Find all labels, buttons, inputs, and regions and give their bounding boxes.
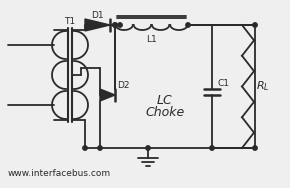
Circle shape [113,23,117,27]
Polygon shape [100,89,115,101]
Text: C1: C1 [218,79,230,88]
Circle shape [253,146,257,150]
Text: Choke: Choke [145,106,185,120]
Text: LC: LC [157,93,173,106]
Text: www.interfacebus.com: www.interfacebus.com [8,168,111,177]
Circle shape [253,23,257,27]
Polygon shape [85,19,110,31]
Text: T1: T1 [64,17,76,27]
Text: D1: D1 [91,11,104,20]
Circle shape [118,23,122,27]
Circle shape [186,23,190,27]
Circle shape [98,146,102,150]
Circle shape [113,23,117,27]
Circle shape [146,146,150,150]
Circle shape [210,146,214,150]
Text: D2: D2 [117,80,129,89]
Text: L1: L1 [146,35,157,43]
Text: $R_L$: $R_L$ [256,80,270,93]
Circle shape [83,146,87,150]
